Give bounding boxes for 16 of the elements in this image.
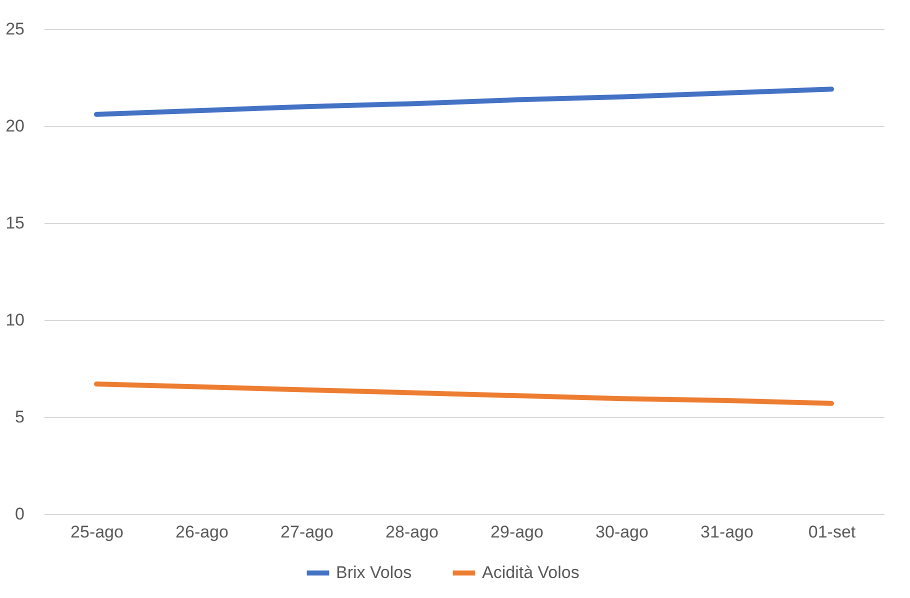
x-tick-label: 27-ago <box>280 522 334 542</box>
x-tick-label: 31-ago <box>700 522 754 542</box>
y-tick-label: 10 <box>6 310 24 330</box>
y-tick-label: 25 <box>6 20 24 38</box>
x-tick-label: 28-ago <box>386 522 438 542</box>
x-tick-label: 26-ago <box>176 522 228 542</box>
y-tick-label: 20 <box>6 116 24 136</box>
x-tick-label: 25-ago <box>70 522 124 542</box>
legend-label: Brix Volos <box>336 563 412 582</box>
x-tick-label: 29-ago <box>490 522 544 542</box>
x-tick-label: 30-ago <box>596 522 648 542</box>
y-tick-label: 0 <box>15 504 24 524</box>
legend-label: Acidità Volos <box>482 563 580 582</box>
y-tick-label: 15 <box>6 214 24 232</box>
y-tick-label: 5 <box>15 408 24 426</box>
x-tick-label: 01-set <box>808 522 856 542</box>
